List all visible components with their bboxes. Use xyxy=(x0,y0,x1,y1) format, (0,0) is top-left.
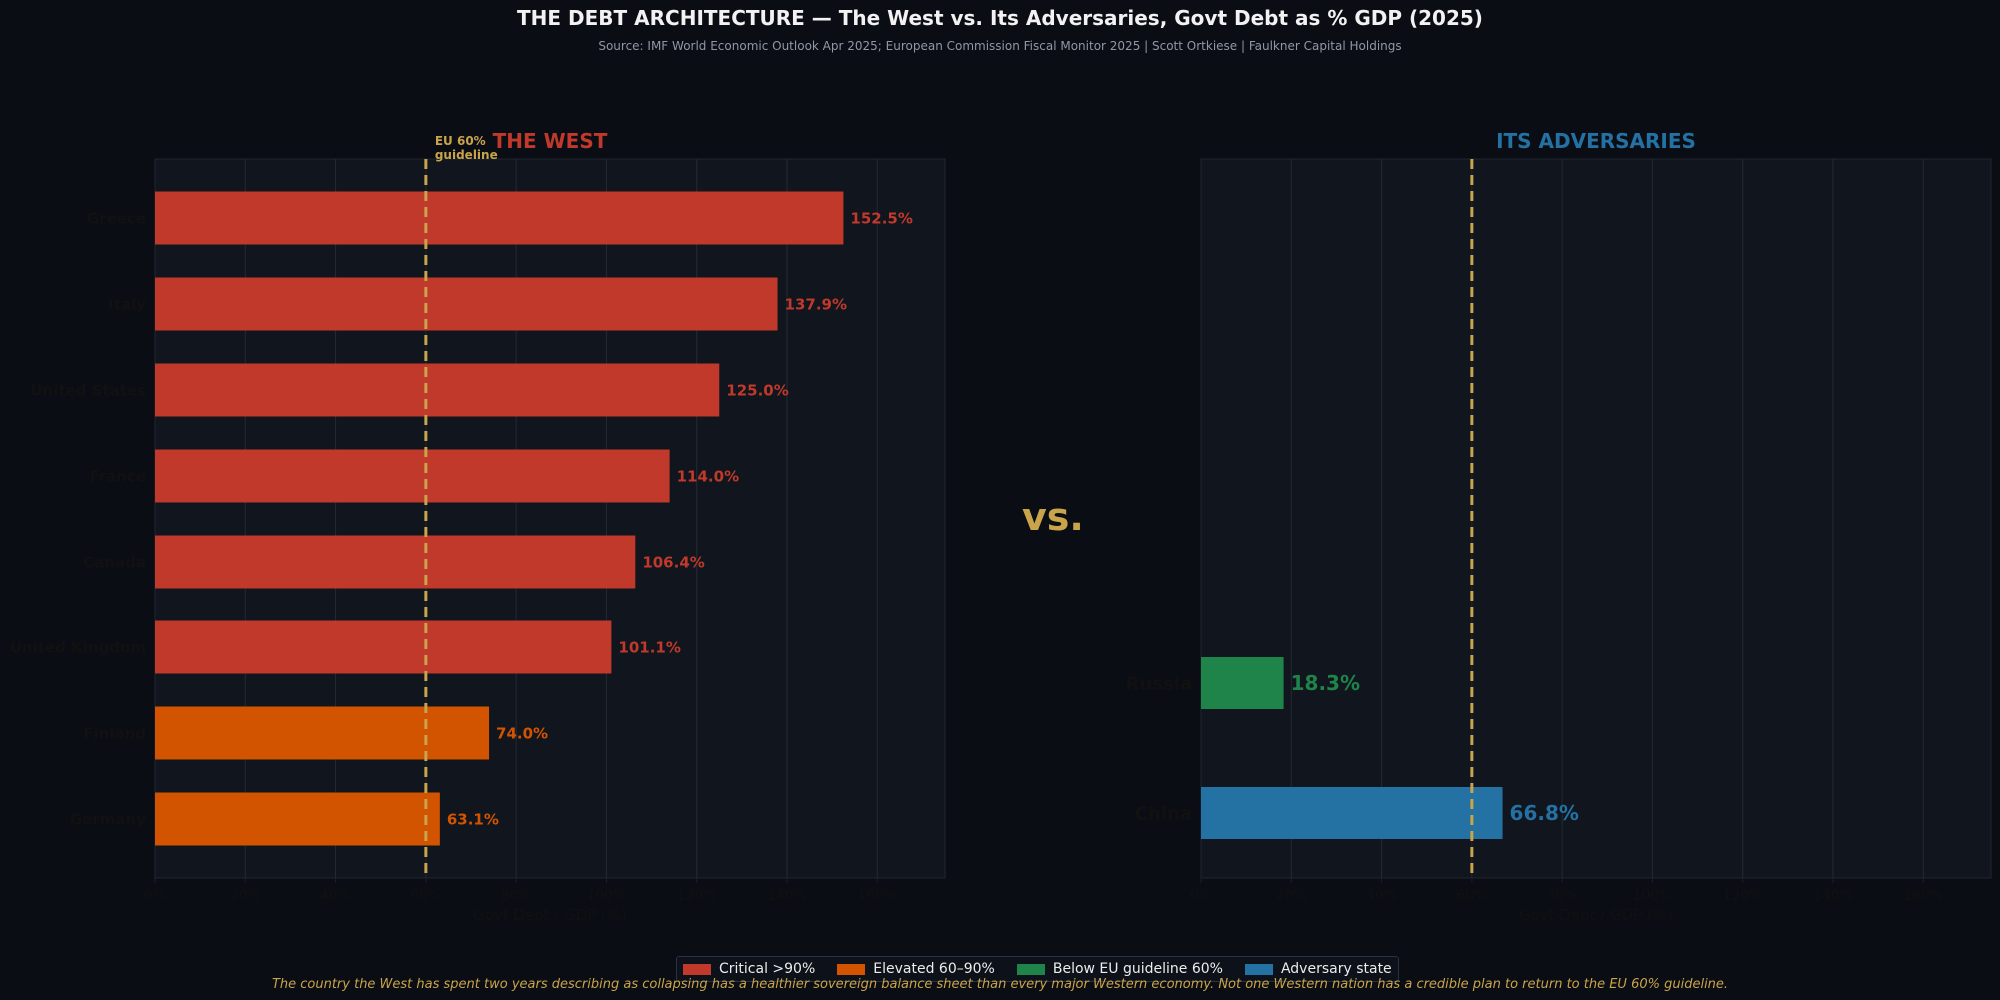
category-label-china: China xyxy=(1135,803,1192,824)
bar-finland xyxy=(155,706,490,760)
bar-united-kingdom xyxy=(155,620,612,674)
west-xtick-label-40: 40% xyxy=(320,888,351,904)
value-label-france: 114.0% xyxy=(677,467,739,485)
adversaries-plot-area xyxy=(1200,158,1992,879)
adversaries-xtick-label-120: 120% xyxy=(1723,888,1763,904)
legend-item-critical: Critical >90% xyxy=(683,961,815,977)
adversaries-xtick-label-140: 140% xyxy=(1813,888,1853,904)
category-label-finland: Finland xyxy=(83,724,146,742)
adversaries-xtick-label-100: 100% xyxy=(1632,888,1672,904)
legend-item-elevated: Elevated 60–90% xyxy=(837,961,995,977)
category-label-russia: Russia xyxy=(1126,673,1192,694)
value-label-finland: 74.0% xyxy=(496,724,548,742)
legend-swatch-elevated xyxy=(837,963,866,975)
value-label-germany: 63.1% xyxy=(447,810,499,828)
adversaries-panel-title: ITS ADVERSARIES xyxy=(1496,129,1696,153)
category-label-united-states: United States xyxy=(30,381,146,399)
legend-swatch-critical xyxy=(683,963,711,975)
west-xtick-label-160: 160% xyxy=(857,888,897,904)
adversaries-xtick-label-80: 80% xyxy=(1547,888,1578,904)
west-xtick-label-120: 120% xyxy=(677,888,717,904)
category-label-united-kingdom: United Kingdom xyxy=(10,638,146,656)
legend-swatch-below xyxy=(1016,963,1045,975)
west-panel: 152.5% Greece 137.9% Italy 125.0% United Stat… xyxy=(10,129,946,924)
bar-united-states xyxy=(155,363,720,417)
value-label-canada: 106.4% xyxy=(642,553,704,571)
adversaries-xtick-label-20: 20% xyxy=(1276,888,1307,904)
adversaries-xtick-label-160: 160% xyxy=(1903,888,1943,904)
bar-germany xyxy=(155,792,440,846)
bar-italy xyxy=(155,277,778,331)
west-xtick-label-60: 60% xyxy=(410,888,441,904)
adversaries-x-axis-label: Govt Debt / GDP (%) xyxy=(1519,906,1673,924)
west-xtick-label-0: 0% xyxy=(144,888,166,904)
legend-label-critical: Critical >90% xyxy=(719,961,816,977)
bar-russia xyxy=(1201,657,1284,709)
west-xtick-label-140: 140% xyxy=(767,888,807,904)
adversaries-xtick-label-60: 60% xyxy=(1456,888,1487,904)
category-label-italy: Italy xyxy=(108,295,146,313)
value-label-greece: 152.5% xyxy=(850,209,912,227)
west-xtick-label-80: 80% xyxy=(501,888,532,904)
legend-swatch-adversary xyxy=(1244,963,1273,975)
legend-label-below: Below EU guideline 60% xyxy=(1052,961,1223,977)
value-label-united-states: 125.0% xyxy=(726,381,788,399)
west-panel-title: THE WEST xyxy=(493,129,608,153)
category-label-france: France xyxy=(89,467,146,485)
bar-greece xyxy=(155,191,844,245)
value-label-china: 66.8% xyxy=(1510,801,1579,825)
value-label-russia: 18.3% xyxy=(1291,671,1360,695)
adversaries-panel: 18.3% Russia 66.8% China ITS ADVERSARIES 0% 20… xyxy=(1126,129,1992,924)
legend-label-adversary: Adversary state xyxy=(1280,961,1392,977)
adversaries-xtick-label-0: 0% xyxy=(1190,888,1212,904)
bar-france xyxy=(155,449,670,503)
footnote: The country the West has spent two years… xyxy=(271,977,1729,992)
eu-guideline-label-line2: guideline xyxy=(435,148,498,162)
category-label-greece: Greece xyxy=(87,209,146,227)
chart-title: THE DEBT ARCHITECTURE — The West vs. Its… xyxy=(517,6,1483,30)
value-label-united-kingdom: 101.1% xyxy=(618,638,680,656)
legend: Critical >90% Elevated 60–90% Below EU g… xyxy=(676,956,1399,982)
west-xtick-label-20: 20% xyxy=(230,888,261,904)
adversaries-xtick-label-40: 40% xyxy=(1366,888,1397,904)
vs-label: vs. xyxy=(1022,495,1084,539)
eu-guideline-label-line1: EU 60% xyxy=(435,134,486,148)
chart-subtitle: Source: IMF World Economic Outlook Apr 2… xyxy=(598,39,1402,53)
value-label-italy: 137.9% xyxy=(785,295,847,313)
category-label-canada: Canada xyxy=(83,553,146,571)
west-x-axis-label: Govt Debt / GDP (%) xyxy=(473,906,627,924)
legend-item-below: Below EU guideline 60% xyxy=(1016,961,1223,977)
legend-label-elevated: Elevated 60–90% xyxy=(873,961,995,977)
west-xtick-label-100: 100% xyxy=(586,888,626,904)
bar-china xyxy=(1201,787,1503,839)
bar-canada xyxy=(155,535,636,589)
legend-item-adversary: Adversary state xyxy=(1244,961,1392,977)
category-label-germany: Germany xyxy=(70,810,146,828)
west-plot-area xyxy=(154,158,946,879)
